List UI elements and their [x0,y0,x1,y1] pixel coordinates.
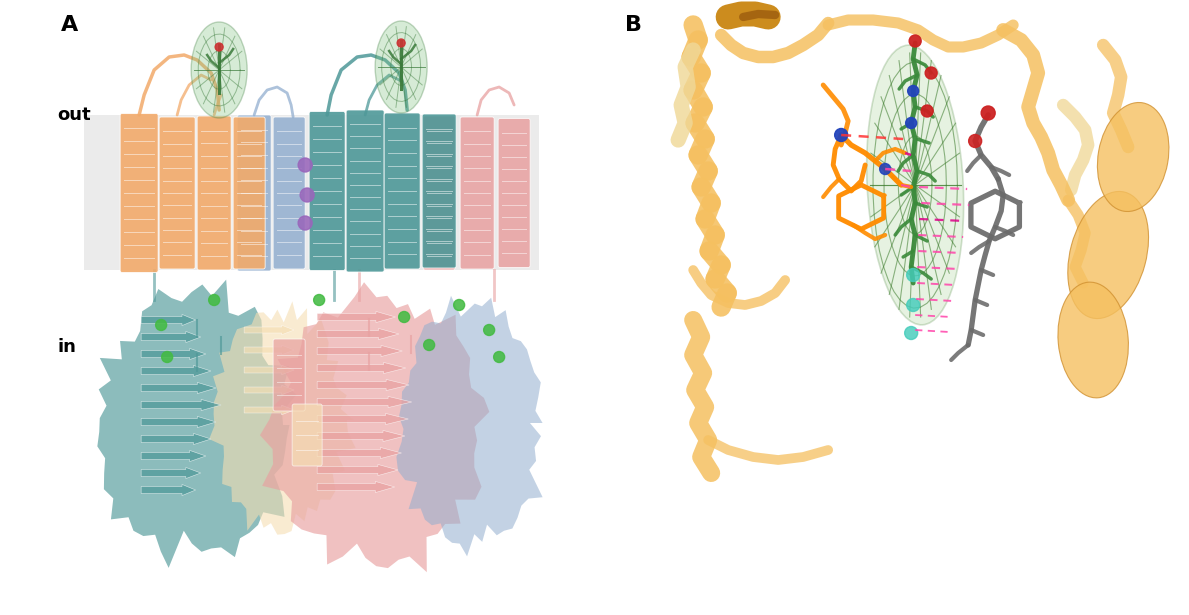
Polygon shape [209,301,356,534]
Text: in: in [57,338,76,356]
FancyBboxPatch shape [237,115,271,271]
FancyArrow shape [141,485,196,496]
Circle shape [905,327,918,339]
FancyArrow shape [141,467,201,478]
FancyBboxPatch shape [384,113,420,269]
Circle shape [215,43,224,51]
FancyArrow shape [317,311,396,323]
Circle shape [921,105,933,117]
Circle shape [981,106,995,120]
FancyBboxPatch shape [422,114,457,268]
FancyArrow shape [317,464,398,475]
Circle shape [423,339,435,351]
FancyBboxPatch shape [292,404,322,466]
Circle shape [907,298,919,312]
Ellipse shape [867,45,963,325]
FancyArrow shape [141,314,196,325]
FancyArrow shape [317,328,400,339]
FancyArrow shape [317,397,411,408]
Circle shape [906,117,917,129]
FancyBboxPatch shape [460,117,495,269]
FancyBboxPatch shape [346,110,384,272]
FancyArrow shape [244,385,294,395]
FancyBboxPatch shape [309,111,345,271]
Ellipse shape [1068,191,1149,319]
Bar [84,115,539,270]
Circle shape [907,269,919,282]
FancyBboxPatch shape [273,339,306,411]
FancyArrow shape [317,447,402,459]
Ellipse shape [1097,103,1169,212]
FancyArrow shape [317,482,395,493]
Circle shape [397,39,405,47]
FancyArrow shape [141,416,216,427]
FancyBboxPatch shape [423,116,455,270]
FancyBboxPatch shape [273,117,306,269]
Circle shape [969,135,982,148]
Circle shape [910,35,921,47]
FancyArrow shape [244,325,294,335]
FancyArrow shape [141,434,210,445]
Ellipse shape [1058,282,1128,398]
FancyArrow shape [244,345,294,355]
Circle shape [156,320,166,330]
Circle shape [454,300,465,311]
Circle shape [162,352,172,362]
Ellipse shape [376,21,427,113]
FancyArrow shape [244,405,294,415]
Circle shape [398,312,410,322]
Circle shape [314,295,325,306]
FancyArrow shape [317,346,402,357]
Circle shape [298,158,313,172]
FancyBboxPatch shape [197,116,231,270]
Circle shape [484,325,495,336]
FancyBboxPatch shape [233,117,265,269]
FancyArrow shape [317,362,405,373]
Text: B: B [625,15,642,35]
FancyBboxPatch shape [498,119,530,268]
Text: out: out [57,106,90,124]
Circle shape [493,352,504,362]
Circle shape [300,188,314,202]
Polygon shape [97,280,296,568]
Circle shape [925,67,937,79]
Circle shape [208,295,220,306]
FancyArrow shape [141,365,210,376]
Polygon shape [396,296,542,557]
Ellipse shape [191,22,247,118]
FancyBboxPatch shape [120,114,158,272]
Circle shape [880,164,891,175]
FancyArrow shape [317,379,409,391]
Polygon shape [260,282,490,572]
FancyArrow shape [317,430,405,442]
Text: A: A [61,15,78,35]
FancyBboxPatch shape [159,117,195,269]
FancyArrow shape [244,365,294,375]
Circle shape [835,129,848,141]
FancyArrow shape [141,399,221,411]
FancyArrow shape [317,413,408,424]
FancyArrow shape [141,349,206,360]
Circle shape [907,85,919,97]
FancyArrow shape [141,331,201,343]
FancyArrow shape [141,383,216,394]
FancyArrow shape [141,450,206,462]
Circle shape [298,216,313,230]
